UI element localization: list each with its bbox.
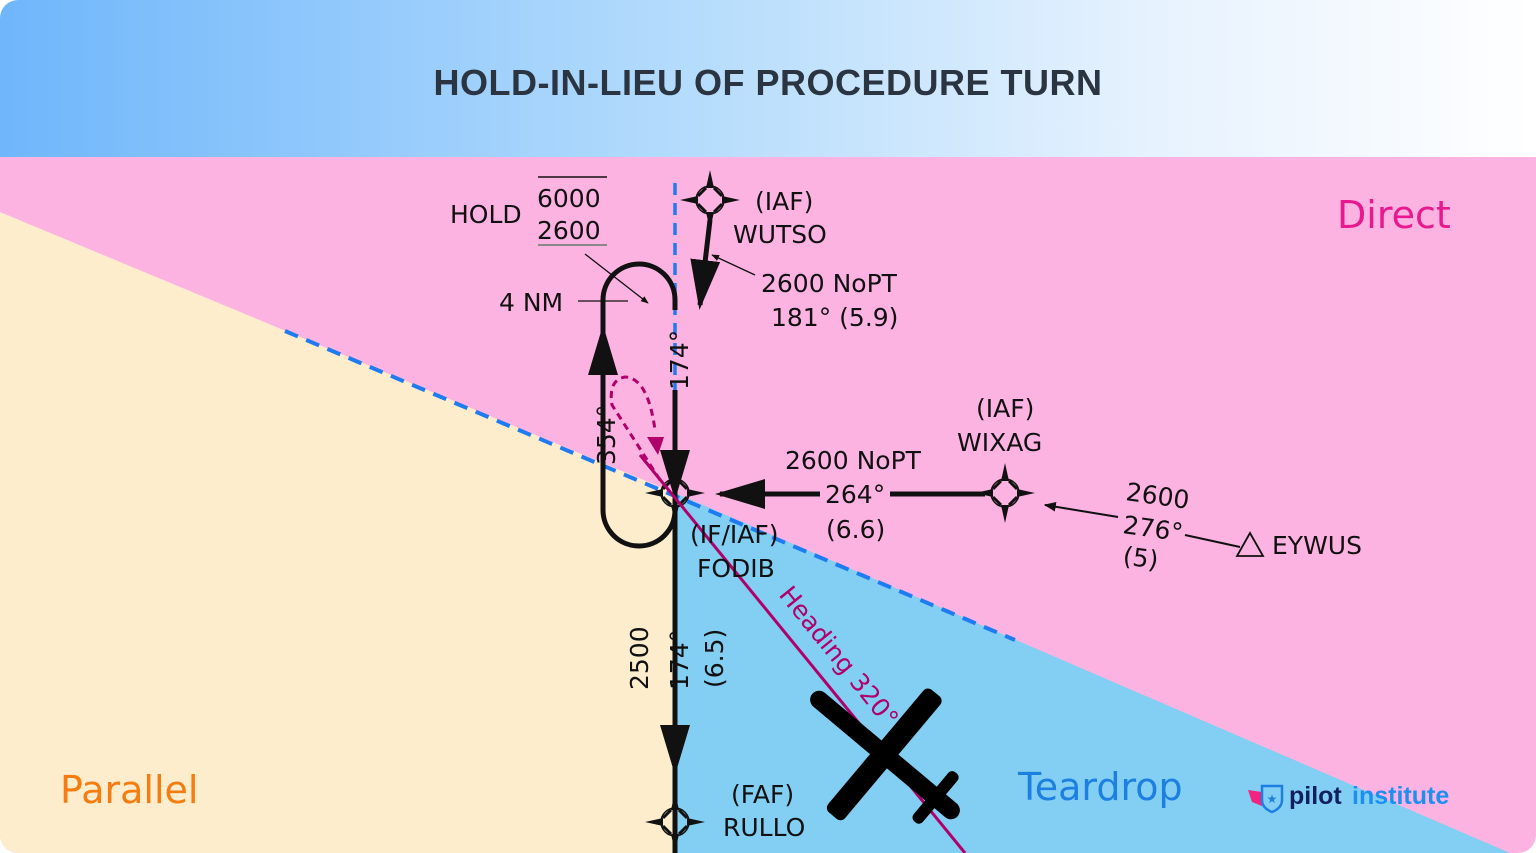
logo-text-institute: institute xyxy=(1352,782,1449,810)
wutso-alt: 2600 NoPT xyxy=(761,269,898,298)
eywus-triangle-icon xyxy=(1235,531,1265,557)
fodib-role: (IF/IAF) xyxy=(690,520,779,549)
hold-leg-length: 4 NM xyxy=(499,288,563,317)
wutso-name: WUTSO xyxy=(733,220,827,249)
page-title: HOLD-IN-LIEU OF PROCEDURE TURN xyxy=(433,62,1103,103)
airplane-icon xyxy=(810,688,960,824)
wutso-role: (IAF) xyxy=(755,187,813,216)
wixag-alt: 2600 NoPT xyxy=(785,446,922,475)
rullo-name: RULLO xyxy=(723,813,805,842)
holding-pattern xyxy=(600,261,678,549)
wutso-course: 181° (5.9) xyxy=(771,303,898,332)
logo-text-pilot: pilot xyxy=(1289,782,1342,810)
header: HOLD-IN-LIEU OF PROCEDURE TURN xyxy=(0,0,1536,157)
eywus-dist: (5) xyxy=(1121,541,1160,575)
pilot-institute-logo: ★ pilot institute xyxy=(1248,782,1449,814)
hold-inbound-course: 174° xyxy=(665,330,694,390)
teardrop-entry-path xyxy=(609,375,662,481)
wixag-role: (IAF) xyxy=(976,394,1034,423)
hold-leader-line xyxy=(584,253,649,304)
svg-text:★: ★ xyxy=(1267,792,1278,806)
hold-entry-diagram: HOLD 6000 2600 4 NM 174° 354° (IAF) WUTS… xyxy=(0,157,1536,853)
parallel-zone xyxy=(0,212,675,853)
eywus-route xyxy=(1043,502,1119,518)
wixag-dist: (6.6) xyxy=(826,515,885,544)
eywus-route-2 xyxy=(1184,534,1241,548)
eywus-name: EYWUS xyxy=(1272,531,1362,560)
fodib-course: 174° xyxy=(665,630,694,690)
sector-boundary xyxy=(284,329,1016,642)
rullo-role: (FAF) xyxy=(731,780,794,809)
fodib-name: FODIB xyxy=(697,554,775,583)
wixag-course: 264° xyxy=(825,480,885,509)
teardrop-label: Teardrop xyxy=(1017,765,1183,809)
hold-label: HOLD xyxy=(450,200,522,229)
wutso-leader xyxy=(711,254,756,276)
wixag-name: WIXAG xyxy=(957,428,1042,457)
teardrop-arrowhead-icon xyxy=(647,437,664,455)
parallel-label: Parallel xyxy=(60,768,198,812)
direct-label: Direct xyxy=(1337,193,1451,237)
hold-min-alt: 2600 xyxy=(537,216,601,245)
wutso-route xyxy=(690,219,721,310)
hold-max-alt: 6000 xyxy=(537,184,601,213)
fodib-alt: 2500 xyxy=(625,626,654,690)
hold-outbound-course: 354° xyxy=(592,405,621,465)
fodib-dist: (6.5) xyxy=(700,629,729,688)
